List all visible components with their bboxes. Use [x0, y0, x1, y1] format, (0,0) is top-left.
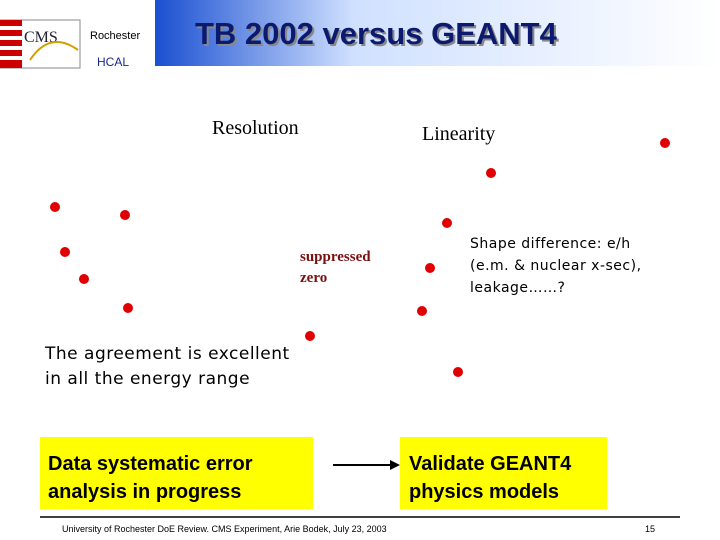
box	[40, 437, 313, 509]
title: TB 2002 versus GEANT4	[195, 16, 558, 51]
page-number: 15	[645, 524, 655, 534]
institution: Rochester	[90, 30, 140, 42]
label: suppressed	[300, 249, 371, 265]
logo: CMS	[0, 19, 81, 69]
dots	[50, 138, 670, 377]
box	[400, 437, 607, 509]
label: zero	[300, 270, 327, 286]
note: Shape difference: e/h	[470, 236, 631, 252]
footer: University of Rochester DoE Review. CMS …	[62, 524, 387, 534]
note: (e.m. & nuclear x-sec),	[470, 258, 642, 274]
note: leakage……?	[470, 280, 565, 296]
arrow-head	[390, 460, 400, 470]
label: Linearity	[422, 123, 495, 145]
box-text: analysis in progress	[48, 481, 241, 503]
note: in all the energy range	[45, 369, 250, 389]
box-text: physics models	[409, 481, 559, 503]
box-text: Data systematic error	[48, 453, 253, 475]
note: The agreement is excellent	[44, 344, 290, 364]
group: HCAL	[97, 55, 129, 69]
header-band	[155, 0, 720, 66]
svg-text:CMS: CMS	[24, 29, 58, 46]
box-text: Validate GEANT4	[409, 453, 572, 475]
label: Resolution	[212, 117, 299, 139]
title-shadow: TB 2002 versus GEANT4	[197, 18, 560, 53]
